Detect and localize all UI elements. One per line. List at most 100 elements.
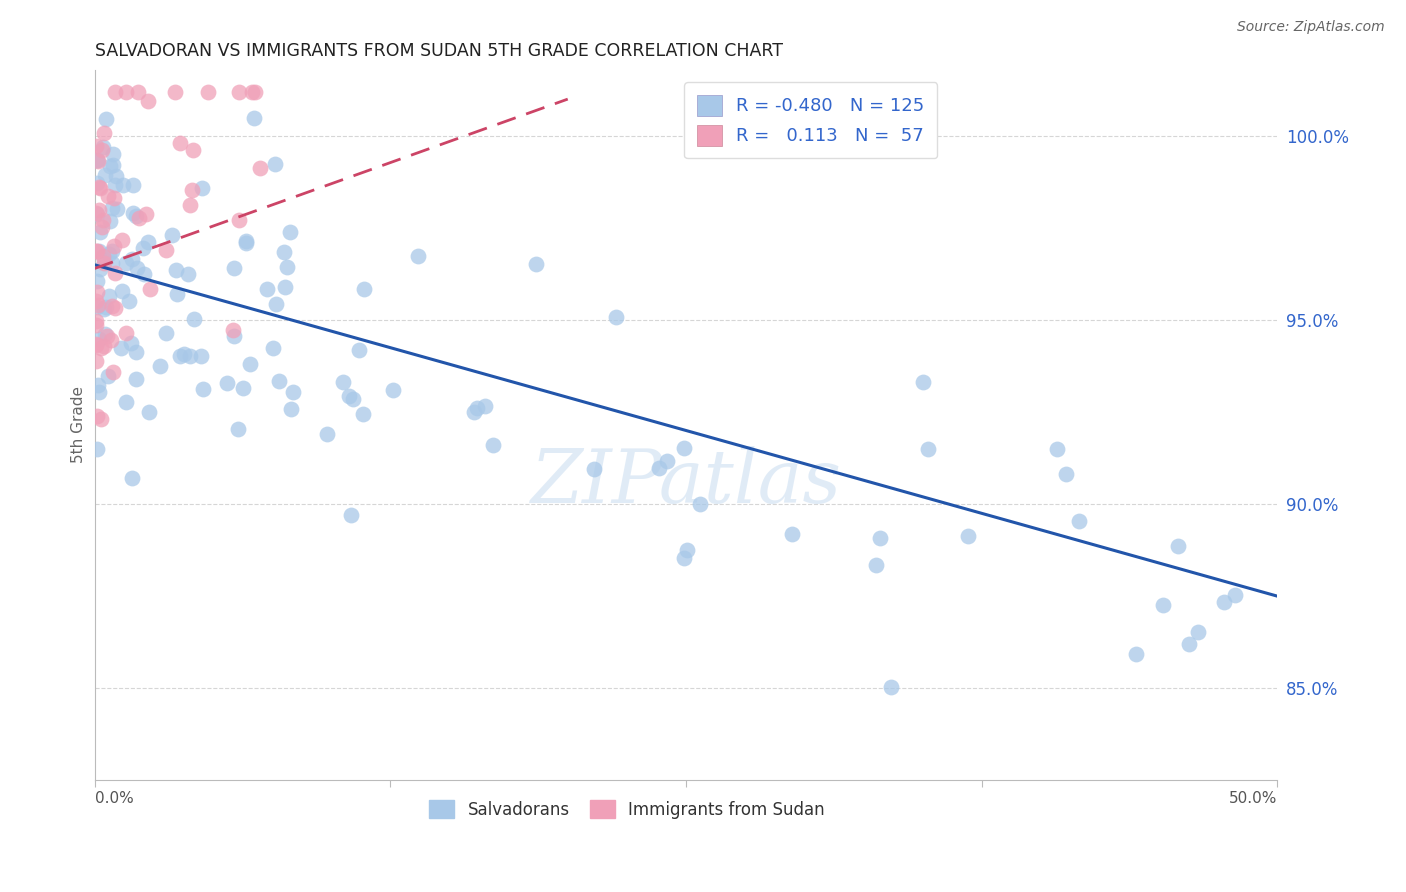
- Point: [84, 354, 107, 368]
- Text: 50.0%: 50.0%: [1229, 791, 1278, 806]
- Point: [648, 460, 671, 475]
- Point: [1152, 598, 1174, 612]
- Point: [115, 256, 138, 270]
- Point: [112, 178, 135, 193]
- Point: [90, 342, 112, 356]
- Point: [94, 300, 117, 314]
- Point: [917, 442, 939, 456]
- Point: [86, 274, 108, 288]
- Text: ZIPatlas: ZIPatlas: [530, 446, 842, 518]
- Text: SALVADORAN VS IMMIGRANTS FROM SUDAN 5TH GRADE CORRELATION CHART: SALVADORAN VS IMMIGRANTS FROM SUDAN 5TH …: [94, 42, 783, 60]
- Point: [87, 378, 110, 392]
- Point: [121, 252, 143, 266]
- Point: [87, 333, 110, 347]
- Point: [191, 181, 214, 195]
- Point: [605, 310, 627, 325]
- Point: [94, 168, 117, 182]
- Point: [181, 183, 204, 197]
- Point: [162, 227, 184, 242]
- Point: [155, 326, 177, 340]
- Point: [105, 169, 128, 183]
- Point: [93, 253, 115, 268]
- Point: [1046, 442, 1069, 456]
- Point: [91, 140, 114, 154]
- Point: [96, 329, 118, 343]
- Point: [86, 285, 108, 299]
- Point: [273, 244, 295, 259]
- Point: [155, 243, 177, 257]
- Point: [278, 225, 301, 239]
- Point: [1187, 625, 1209, 640]
- Point: [191, 382, 214, 396]
- Point: [98, 214, 121, 228]
- Point: [128, 211, 150, 226]
- Point: [228, 213, 250, 227]
- Point: [121, 206, 143, 220]
- Point: [84, 338, 107, 352]
- Point: [93, 126, 115, 140]
- Point: [89, 262, 111, 277]
- Point: [183, 144, 205, 158]
- Point: [125, 345, 148, 359]
- Point: [101, 146, 124, 161]
- Point: [689, 497, 711, 511]
- Point: [86, 409, 108, 423]
- Point: [87, 202, 110, 217]
- Point: [121, 470, 143, 484]
- Point: [245, 85, 267, 99]
- Point: [84, 139, 107, 153]
- Point: [1069, 514, 1091, 528]
- Point: [93, 326, 115, 341]
- Point: [339, 389, 361, 403]
- Point: [127, 85, 149, 99]
- Point: [672, 550, 695, 565]
- Point: [115, 85, 138, 99]
- Point: [93, 339, 115, 353]
- Point: [381, 383, 404, 397]
- Point: [139, 282, 162, 296]
- Point: [222, 261, 245, 276]
- Point: [169, 136, 191, 151]
- Point: [280, 402, 302, 417]
- Point: [87, 179, 110, 194]
- Point: [86, 244, 108, 258]
- Point: [84, 206, 107, 220]
- Point: [524, 257, 547, 271]
- Point: [243, 111, 266, 125]
- Point: [232, 382, 254, 396]
- Point: [865, 558, 887, 573]
- Point: [84, 293, 107, 308]
- Point: [276, 260, 298, 274]
- Point: [173, 347, 195, 361]
- Point: [104, 266, 127, 280]
- Point: [235, 234, 257, 248]
- Point: [264, 297, 287, 311]
- Point: [101, 201, 124, 215]
- Point: [463, 405, 485, 419]
- Text: Source: ZipAtlas.com: Source: ZipAtlas.com: [1237, 20, 1385, 34]
- Point: [465, 401, 488, 415]
- Point: [86, 442, 108, 457]
- Point: [136, 94, 159, 108]
- Point: [93, 249, 115, 263]
- Point: [103, 191, 125, 205]
- Point: [197, 85, 219, 99]
- Point: [316, 427, 339, 442]
- Point: [86, 176, 108, 190]
- Point: [224, 329, 246, 343]
- Point: [100, 334, 122, 348]
- Point: [98, 247, 121, 261]
- Point: [121, 178, 143, 192]
- Point: [127, 260, 149, 275]
- Point: [880, 680, 903, 694]
- Point: [86, 153, 108, 167]
- Point: [110, 341, 132, 355]
- Point: [97, 369, 120, 384]
- Point: [482, 437, 505, 451]
- Y-axis label: 5th Grade: 5th Grade: [72, 386, 86, 464]
- Point: [84, 337, 107, 351]
- Point: [274, 279, 297, 293]
- Point: [957, 529, 980, 543]
- Point: [676, 543, 699, 558]
- Point: [89, 412, 111, 426]
